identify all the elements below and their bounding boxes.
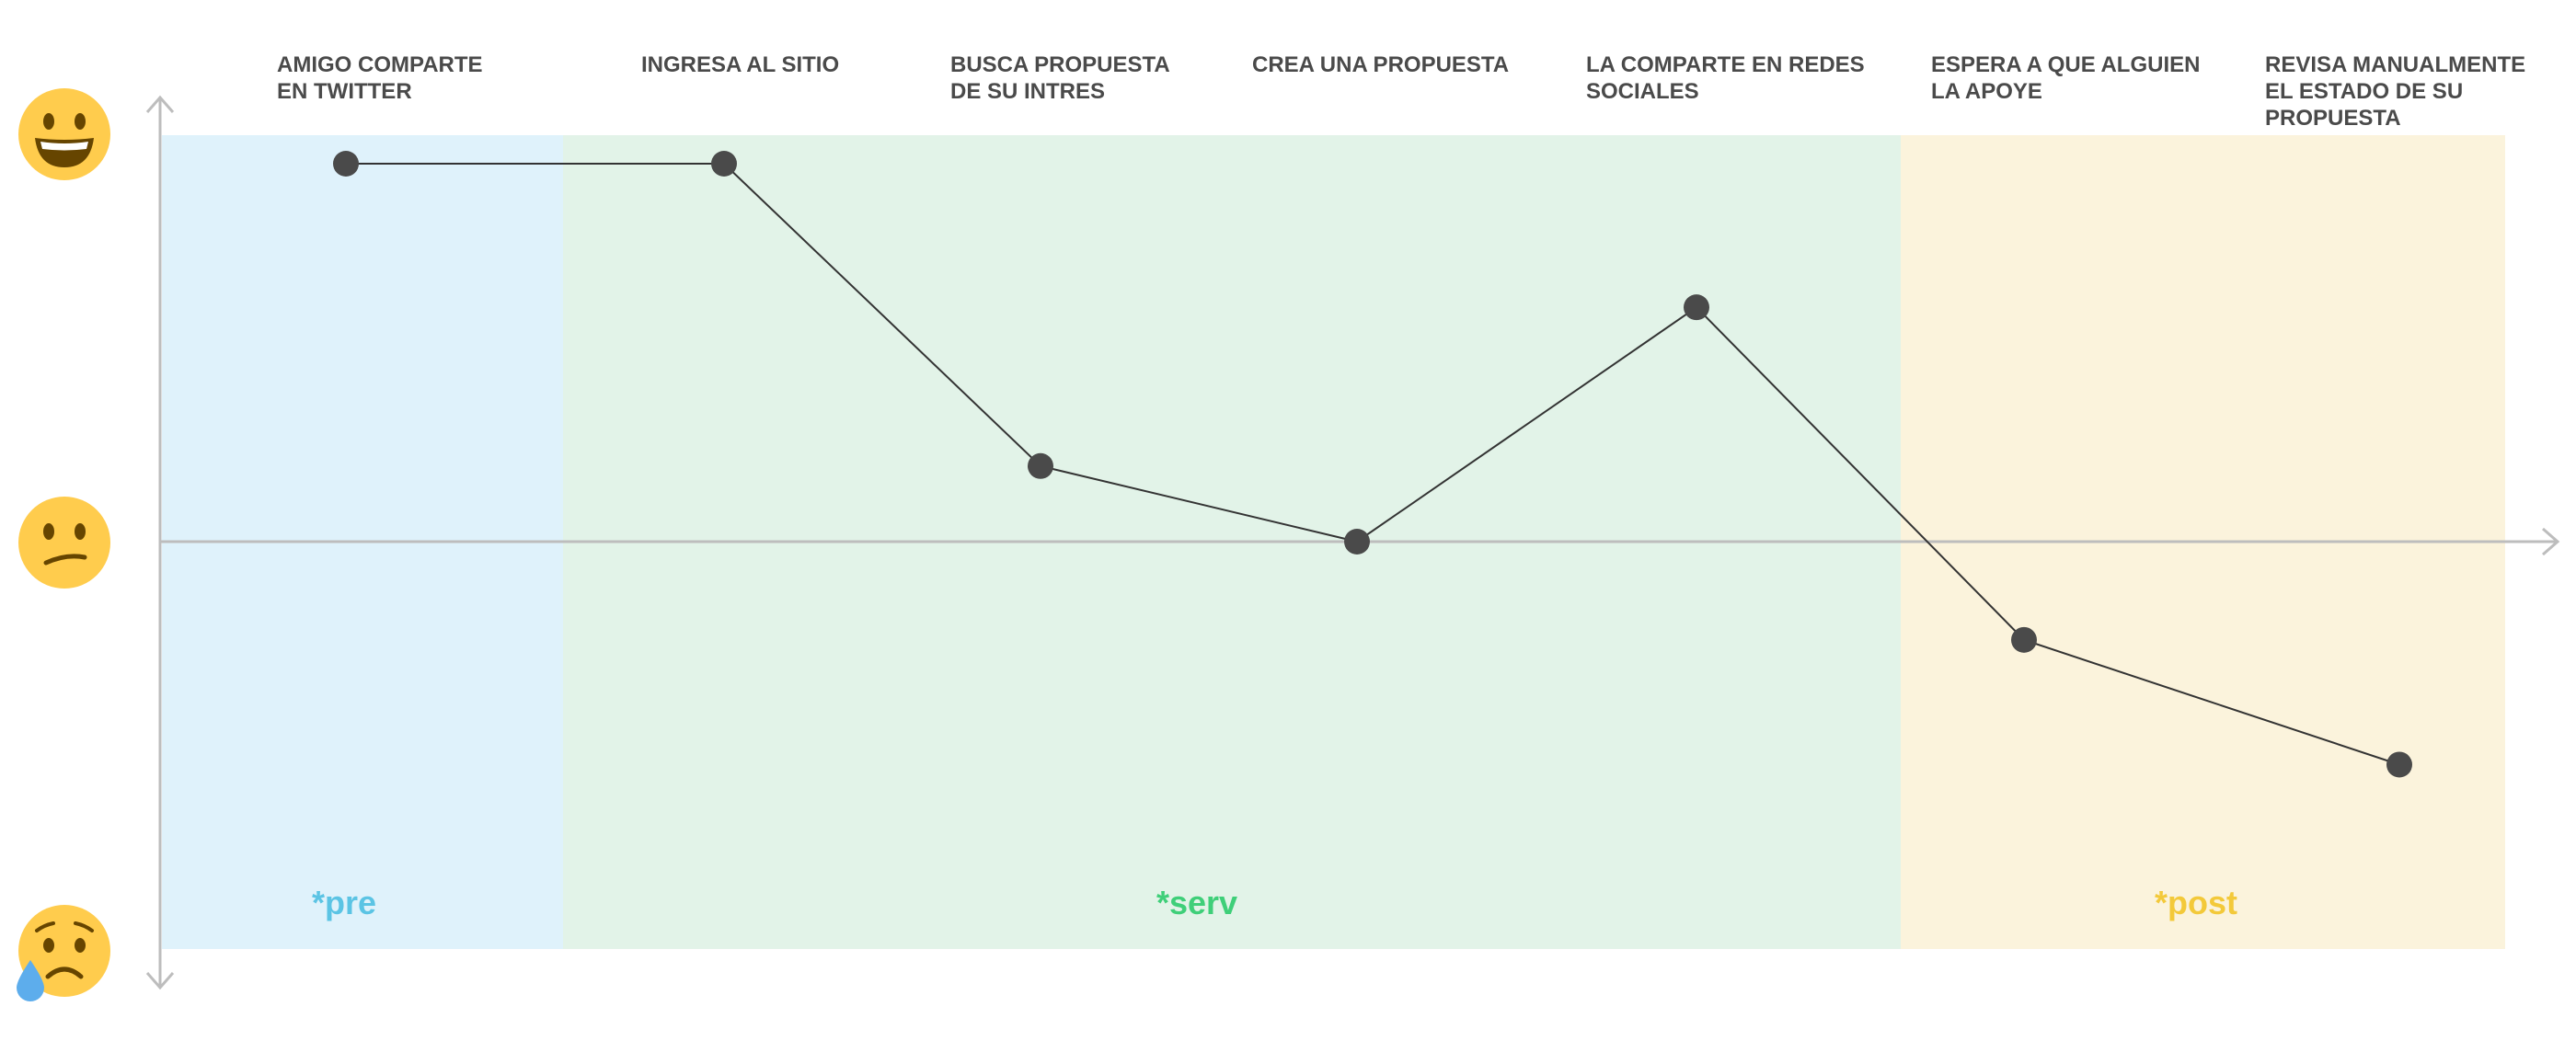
anxious-face-with-sweat-icon	[17, 905, 110, 1001]
grinning-face-icon	[18, 88, 110, 180]
step-label: ESPERA A QUE ALGUIEN LA APOYE	[1931, 52, 2200, 104]
phase-label: *post	[2155, 884, 2237, 921]
step-label-line: EN TWITTER	[277, 79, 412, 104]
data-point	[1344, 529, 1370, 555]
phase-label: *pre	[312, 884, 376, 921]
data-point	[2386, 751, 2412, 778]
step-label-line: LA APOYE	[1931, 79, 2042, 104]
step-label: LA COMPARTE EN REDES SOCIALES	[1586, 52, 1865, 104]
emotion-scale-icons	[17, 88, 110, 1001]
step-label-line: BUSCA PROPUESTA	[950, 52, 1170, 77]
step-label-line: LA COMPARTE EN REDES	[1586, 52, 1865, 77]
step-label-line: EL ESTADO DE SU	[2265, 79, 2463, 104]
step-label-line: CREA UNA PROPUESTA	[1252, 52, 1509, 77]
step-label-line: INGRESA AL SITIO	[641, 52, 839, 77]
step-label-line: SOCIALES	[1586, 79, 1699, 104]
phase-label: *serv	[1156, 884, 1237, 921]
step-label: REVISA MANUALMENTE EL ESTADO DE SU PROPUES…	[2265, 52, 2525, 131]
step-label: INGRESA AL SITIO	[641, 52, 839, 77]
step-label-line: REVISA MANUALMENTE	[2265, 52, 2525, 77]
step-labels: AMIGO COMPARTE EN TWITTER INGRESA AL SITIO…	[277, 52, 2525, 131]
step-label-line: AMIGO COMPARTE	[277, 52, 483, 77]
step-label-line: DE SU INTRES	[950, 79, 1105, 104]
x-axis-arrow	[2542, 527, 2560, 556]
phase-labels: *pre *serv *post	[312, 884, 2237, 921]
step-label: CREA UNA PROPUESTA	[1252, 52, 1509, 77]
step-label-line: ESPERA A QUE ALGUIEN	[1931, 52, 2200, 77]
step-label: AMIGO COMPARTE EN TWITTER	[277, 52, 483, 104]
step-label: BUSCA PROPUESTA DE SU INTRES	[950, 52, 1170, 104]
y-axis-arrow-down	[145, 972, 175, 990]
data-point	[2011, 626, 2037, 653]
confused-face-icon	[18, 497, 110, 589]
y-axis-arrow-up	[145, 95, 175, 113]
step-label-line: PROPUESTA	[2265, 106, 2401, 131]
data-point	[1028, 452, 1053, 479]
emotion-series	[333, 151, 2412, 778]
data-point	[711, 151, 737, 177]
data-point	[333, 151, 359, 177]
data-point	[1684, 294, 1709, 321]
